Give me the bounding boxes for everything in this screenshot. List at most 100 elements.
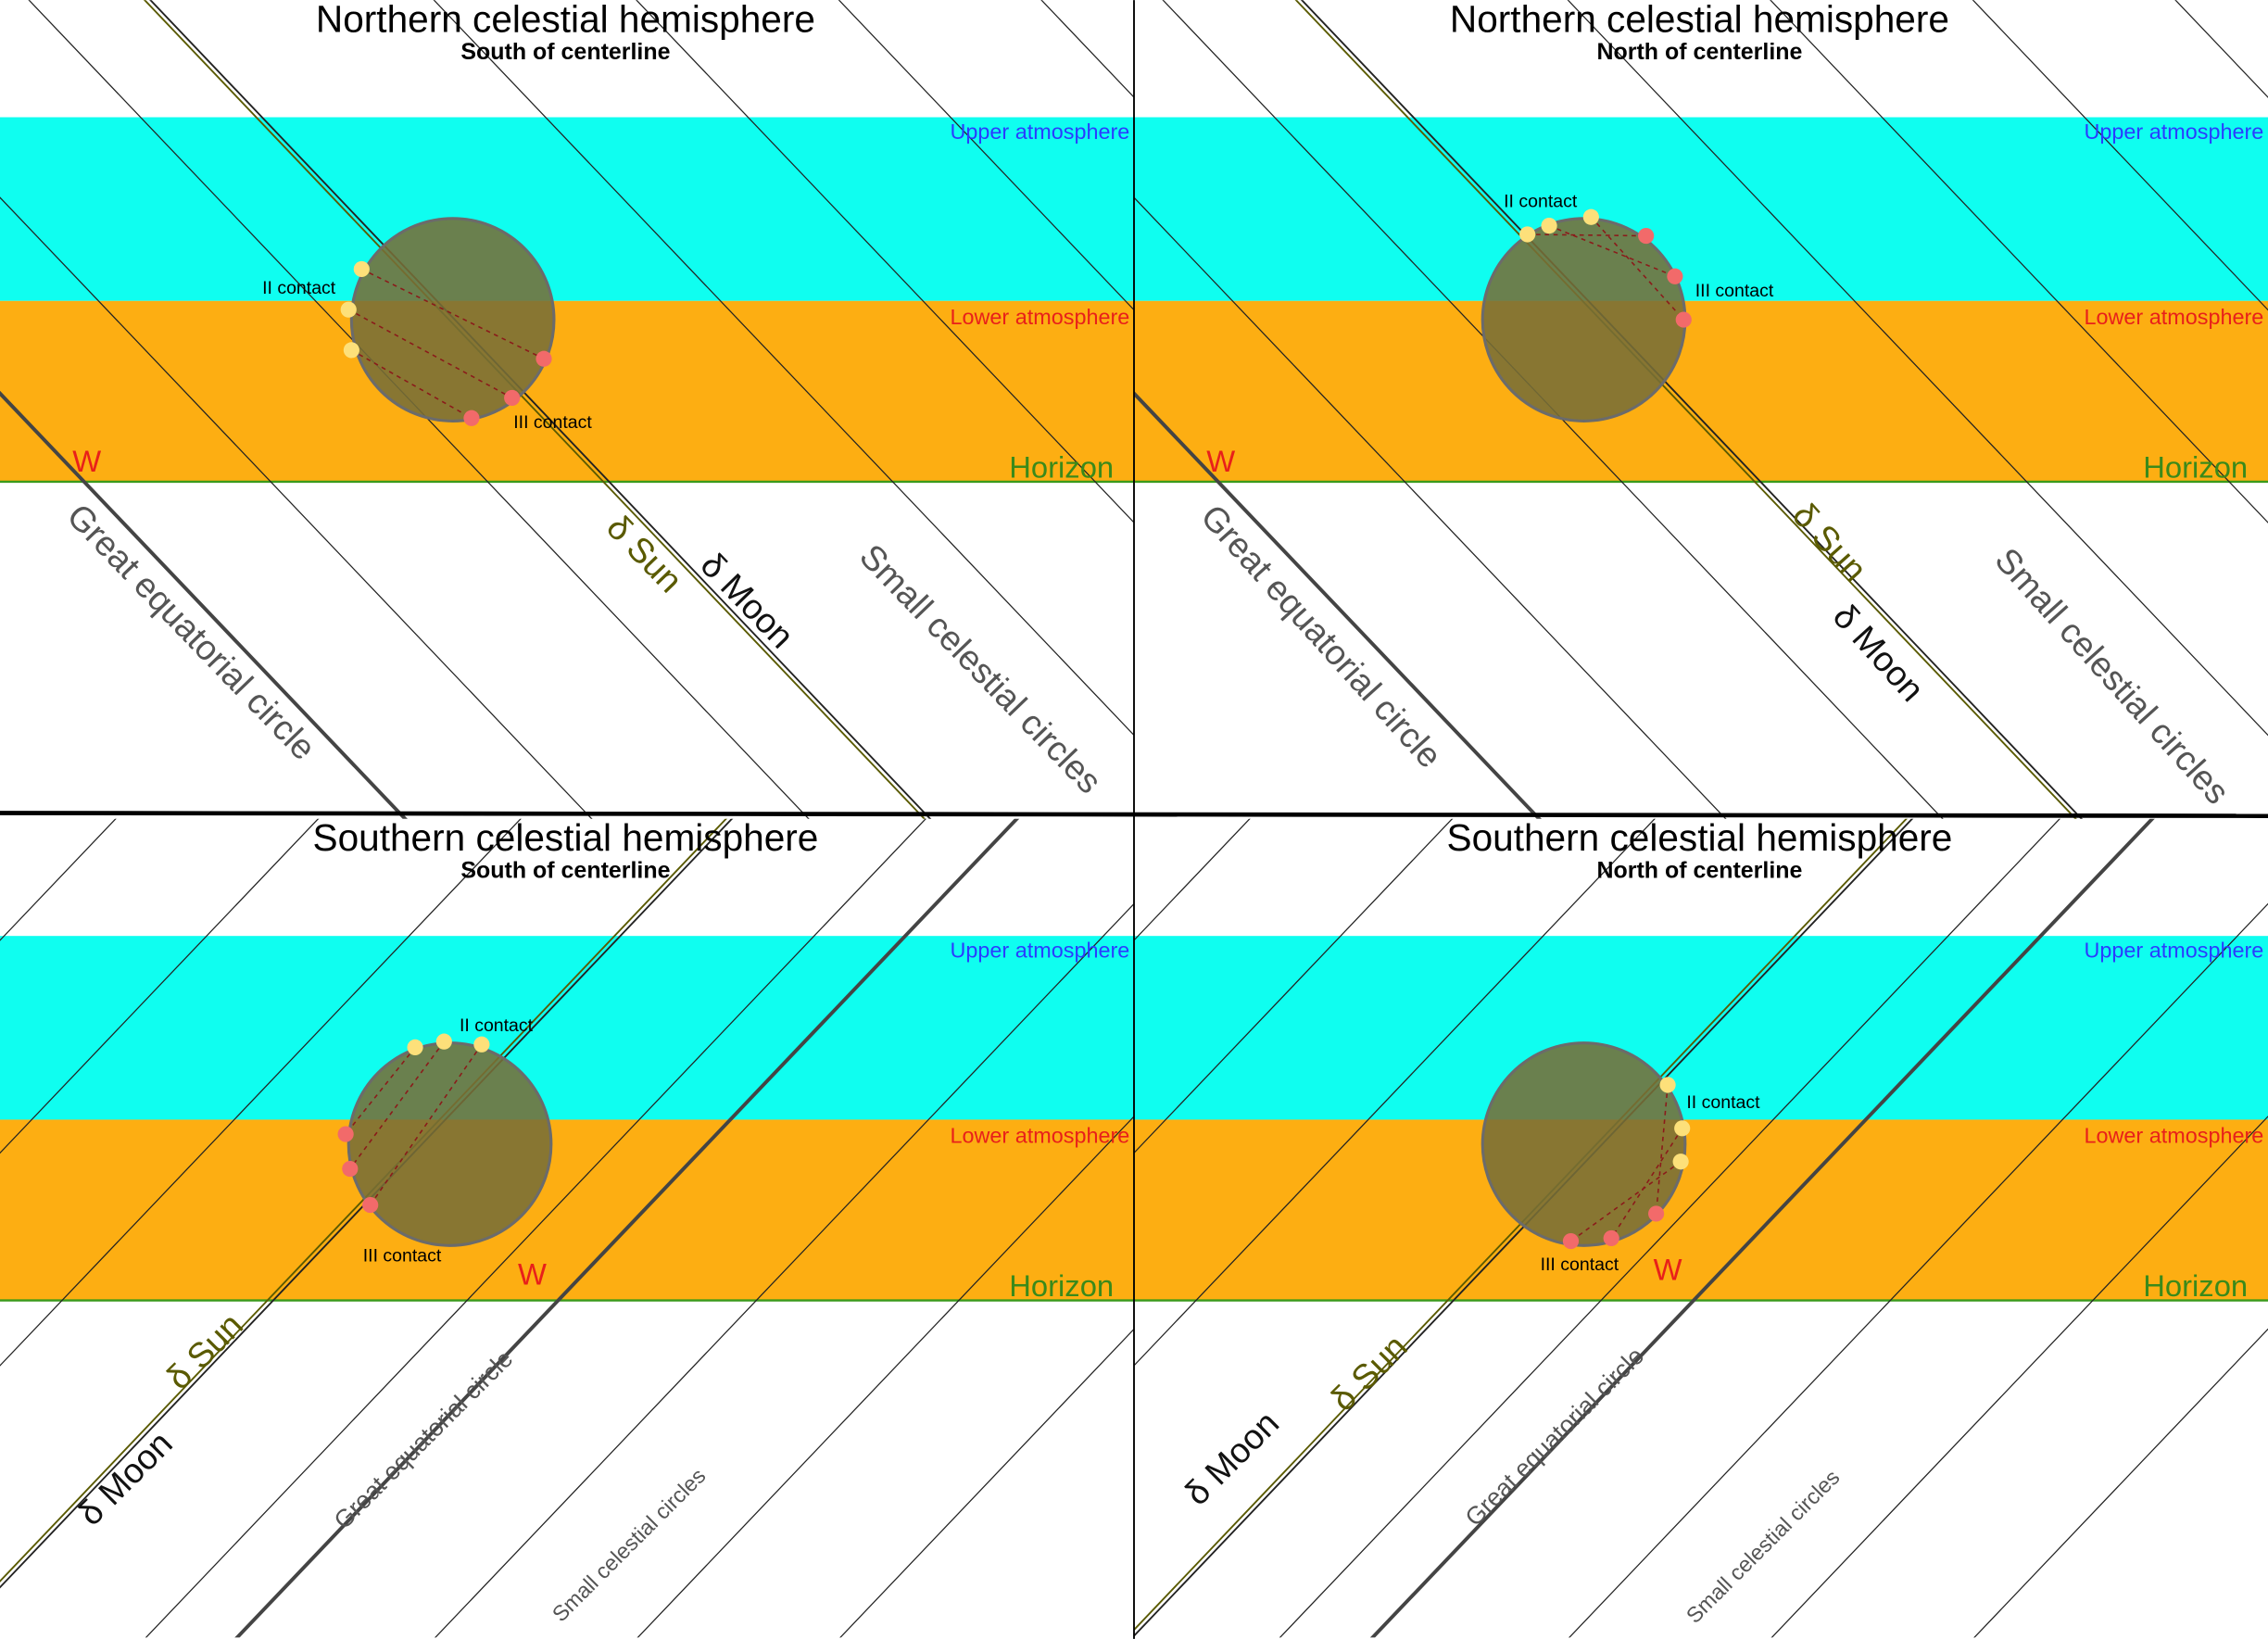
celestial-circle [636,0,1134,523]
third-contact-point [342,1160,359,1178]
panel-title: Southern celestial hemisphere [1447,816,1953,859]
panel-subtitle: South of centerline [460,39,670,65]
celestial-circle [1568,902,2268,1638]
lower-label: Lower atmosphere [2084,305,2263,329]
lower-label: Lower atmosphere [2084,1123,2263,1147]
panel-title: Southern celestial hemisphere [313,816,819,859]
west-label: W [1206,444,1235,478]
third-contact-point [463,410,480,426]
moon-path [149,0,932,819]
third-contact-point [1603,1229,1619,1247]
lower-band [1134,300,2268,482]
horizon-label: Horizon [1009,449,1114,484]
second-contact-point [435,1033,452,1050]
lower-band [0,300,1134,482]
celestial-circle [0,818,320,1154]
celestial-circle [1134,196,1727,819]
third-contact-point [504,389,521,406]
second-contact-point [1519,226,1536,243]
celestial-circle [0,818,117,941]
contact-chord [1655,1084,1669,1215]
sun-disc [346,1041,553,1247]
sun-path [1294,0,2077,819]
third-contact-point [1667,268,1683,284]
sun-path [1134,818,1908,1632]
moon-label: δ Moon [693,545,801,655]
second-contact-point [353,260,370,278]
moon-path [1134,818,1914,1638]
west-label: W [72,444,101,478]
moon-label: δ Moon [1826,597,1933,709]
sun-label: δ Sun [1785,496,1875,589]
panel-subtitle: South of centerline [460,858,670,884]
moon-path [0,818,734,1589]
third-contact-point [1562,1233,1580,1250]
contact-chord [1570,1161,1682,1242]
sun-path [0,818,728,1582]
upper-label: Upper atmosphere [950,939,1129,963]
sun-label: δ Sun [1323,1327,1415,1418]
contact-chord [350,349,472,419]
contact-label: II contact [460,1015,534,1036]
sun-label: δ Sun [158,1305,250,1397]
moon-path [1300,0,2083,819]
lower-band [1134,1119,2268,1301]
celestial-circle [1770,1116,2268,1638]
west-label: W [518,1256,547,1291]
moon-label: δ Moon [70,1423,180,1532]
sun-disc [1480,1041,1687,1247]
lower-label: Lower atmosphere [950,305,1129,329]
celestial-circle [434,902,1134,1638]
celestial-circle [28,0,810,819]
upper-band [0,117,1134,301]
small-circles-label: Small celestial circles [548,1464,711,1627]
upper-label: Upper atmosphere [2084,939,2263,963]
contact-label: III contact [1541,1254,1619,1275]
second-contact-point [1672,1154,1689,1170]
second-contact-point [1582,208,1599,225]
lower-label: Lower atmosphere [950,1123,1129,1147]
contact-label: III contact [513,412,592,433]
horizon-label: Horizon [2143,1268,2248,1303]
west-label: W [1654,1253,1682,1287]
panel-subtitle: North of centerline [1596,858,1802,884]
great-circle [234,818,1020,1638]
celestial-circle [145,818,927,1638]
panel-title: Northern celestial hemisphere [316,0,815,40]
second-contact-point [343,342,359,359]
celestial-circle [1972,0,2268,311]
great-circle-label: Great equatorial circle [1193,497,1449,775]
small-circles-label: Small celestial circles [1987,540,2236,812]
upper-label: Upper atmosphere [950,120,1129,144]
contact-chord [370,1043,483,1206]
contact-label: II contact [262,278,336,298]
celestial-circle [1279,818,2061,1638]
contact-chord [345,1046,416,1135]
horizon-label: Horizon [1009,1268,1114,1303]
celestial-circle [839,1328,1134,1638]
contact-label: II contact [1686,1092,1760,1113]
celestial-circle [1770,0,2268,523]
upper-label: Upper atmosphere [2084,120,2263,144]
third-contact-point [1648,1205,1665,1222]
contact-chord [1590,216,1684,321]
great-circle [1134,390,1542,819]
second-contact-point [407,1039,423,1055]
celestial-circle [433,0,1134,737]
upper-band [0,936,1134,1120]
contact-label: III contact [363,1245,442,1266]
great-circle-label: Great equatorial circle [60,496,324,767]
contact-label: II contact [1504,191,1578,211]
celestial-circle [1134,818,1656,1367]
second-contact-point [1674,1120,1691,1137]
second-contact-point [473,1036,490,1053]
horizon-label: Horizon [2143,449,2248,484]
celestial-circle [838,0,1134,311]
panel-subtitle: North of centerline [1596,39,1802,65]
moon-label: δ Moon [1177,1403,1286,1512]
contact-label: III contact [1695,281,1774,301]
third-contact-point [337,1126,354,1142]
upper-band [1134,117,2268,301]
